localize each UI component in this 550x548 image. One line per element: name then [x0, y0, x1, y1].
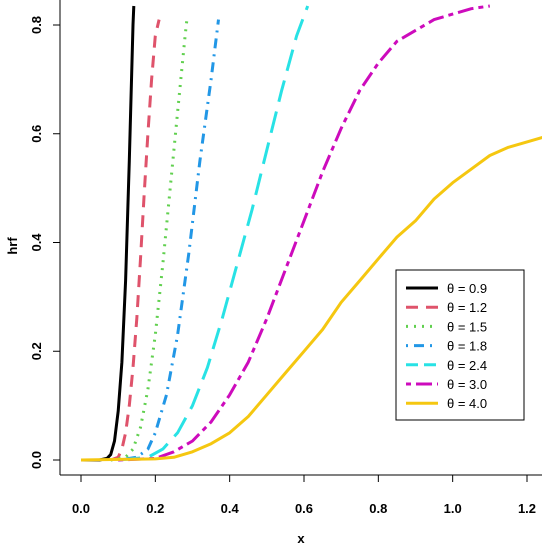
x-tick-label-3: 0.4: [221, 501, 240, 516]
y-tick-label-4: 0.6: [29, 125, 44, 143]
legend-label-6: θ = 3.0: [447, 377, 487, 392]
x-tick-label-5: 0.8: [369, 501, 387, 516]
series-line-4: [117, 19, 220, 462]
legend-label-7: θ = 4.0: [447, 396, 487, 411]
y-tick-label-2: 0.2: [29, 342, 44, 360]
y-tick-label-1: 0.0: [29, 451, 44, 469]
series-line-6: [118, 4, 491, 462]
x-tick-label-7: 1.2: [518, 501, 536, 516]
series-line-5: [118, 5, 310, 462]
series-line-3: [110, 19, 189, 462]
series-line-7: [80, 135, 542, 462]
series-line-2: [110, 19, 161, 462]
y-tick-label-5: 0.8: [29, 16, 44, 34]
x-tick-label-4: 0.6: [295, 501, 313, 516]
series-layer: [80, 4, 542, 462]
y-tick-label-3: 0.4: [29, 233, 44, 252]
x-tick-label-6: 1.0: [444, 501, 462, 516]
legend-label-1: θ = 0.9: [447, 281, 487, 296]
x-tick-label-2: 0.2: [146, 501, 164, 516]
legend-label-3: θ = 1.5: [447, 319, 487, 334]
x-tick-label-1: 0.0: [72, 501, 90, 516]
axes-layer: 0.0 0.2 0.4 0.6 0.8 1.0 1.2 0.0 0.2 0.4 0.6 0.8: [29, 0, 542, 516]
legend: θ = 0.9 θ = 1.2 θ = 1.5 θ = 1.8 θ = 2.4 θ = 3…: [395, 269, 525, 421]
x-axis-title: x: [297, 531, 305, 546]
y-axis-title: hrf: [5, 237, 20, 255]
legend-label-5: θ = 2.4: [447, 358, 487, 373]
legend-label-4: θ = 1.8: [447, 339, 487, 354]
legend-label-2: θ = 1.2: [447, 300, 487, 315]
